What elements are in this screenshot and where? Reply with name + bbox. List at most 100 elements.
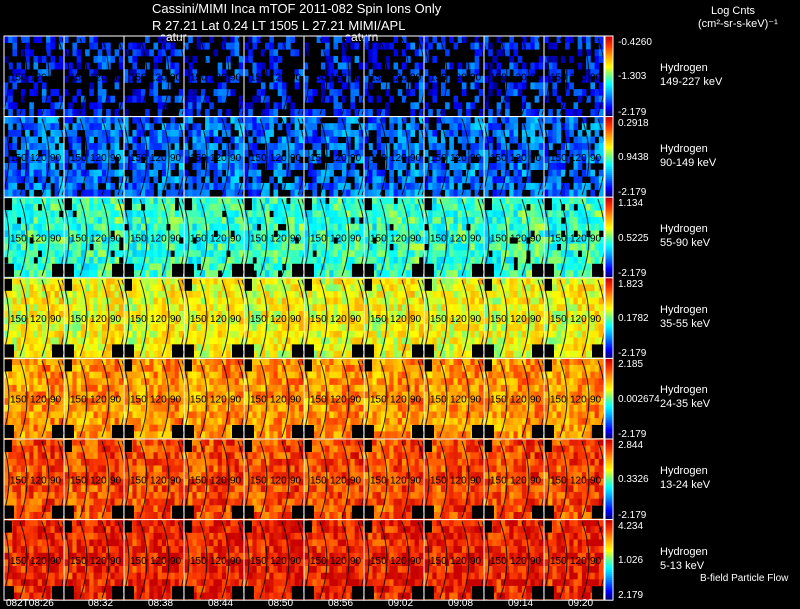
pixel: [174, 210, 180, 218]
pixel: [350, 163, 355, 170]
pixel: [132, 143, 137, 151]
pixel: [337, 62, 343, 70]
pixel: [548, 109, 553, 116]
pixel: [573, 197, 579, 205]
pixel: [145, 62, 150, 70]
pixel: [565, 203, 570, 211]
pixel: [294, 182, 300, 190]
pixel: [178, 89, 184, 97]
contour-label: 120: [450, 234, 467, 245]
pixel: [153, 143, 159, 151]
pixel: [72, 156, 77, 164]
pixel: [505, 270, 510, 278]
pixel: [213, 350, 219, 358]
pixel: [252, 69, 257, 77]
pixel: [457, 69, 463, 77]
pixel: [509, 36, 514, 43]
pixel: [58, 62, 64, 70]
pixel: [101, 62, 107, 70]
pixel: [393, 243, 399, 251]
pixel: [428, 182, 433, 190]
pixel: [428, 89, 433, 97]
pixel: [37, 324, 43, 332]
contour-label: 150: [190, 234, 207, 245]
pixel: [418, 169, 424, 177]
pixel: [16, 129, 22, 137]
pixel: [333, 189, 339, 197]
pixel: [556, 217, 562, 225]
pixel: [41, 82, 47, 90]
pixel: [598, 243, 604, 251]
pixel: [372, 182, 377, 190]
pixel: [492, 256, 497, 264]
pixel: [474, 49, 480, 57]
pixel: [577, 176, 583, 184]
pixel: [188, 217, 193, 225]
pixel: [196, 169, 202, 177]
colorbar-step: [605, 60, 613, 63]
pixel: [25, 243, 30, 251]
pixel: [286, 36, 291, 43]
pixel: [213, 277, 219, 285]
pixel: [376, 182, 382, 190]
pixel: [244, 69, 249, 77]
pixel: [4, 311, 9, 318]
pixel: [200, 42, 206, 50]
pixel: [329, 89, 334, 97]
pixel: [526, 182, 531, 190]
pixel: [418, 62, 424, 70]
pixel: [530, 243, 535, 251]
pixel: [358, 95, 364, 103]
pixel: [461, 69, 467, 77]
pixel: [118, 304, 124, 312]
pixel: [548, 136, 553, 144]
pixel: [80, 330, 86, 338]
pixel: [273, 291, 279, 299]
pixel: [569, 36, 574, 43]
pixel: [252, 169, 257, 177]
pixel: [590, 109, 595, 116]
pixel: [294, 136, 300, 144]
contour-label: 90: [170, 72, 182, 83]
pixel: [25, 176, 30, 184]
pixel: [445, 189, 450, 197]
pixel: [534, 42, 540, 50]
pixel: [196, 217, 202, 225]
pixel: [530, 256, 535, 264]
contour-label: 120: [150, 72, 167, 83]
pixel: [320, 169, 326, 177]
pixel: [372, 75, 377, 83]
pixel: [248, 169, 253, 177]
pixel: [16, 75, 22, 83]
pixel: [93, 143, 99, 151]
pixel: [89, 143, 94, 151]
pitch-contour: [19, 37, 28, 115]
pixel: [89, 223, 94, 231]
pixel: [213, 163, 219, 170]
pixel: [58, 143, 64, 151]
pixel: [526, 102, 531, 110]
pixel: [50, 36, 55, 43]
pixel: [50, 197, 55, 205]
pixel: [8, 210, 13, 218]
pixel: [217, 324, 223, 332]
pixel: [329, 243, 334, 251]
pixel: [294, 82, 300, 90]
pixel: [586, 36, 591, 43]
pixel: [513, 217, 519, 225]
pitch-contour: [417, 37, 426, 115]
contour-label: 90: [170, 153, 182, 164]
pixel: [41, 116, 47, 124]
pixel: [166, 270, 171, 278]
pixel: [153, 116, 159, 124]
pixel: [8, 95, 13, 103]
pixel: [161, 324, 167, 332]
pitch-contour: [581, 37, 590, 115]
pixel: [145, 197, 150, 205]
pixel: [453, 250, 459, 258]
pixel: [188, 62, 193, 70]
pixel: [530, 210, 535, 218]
pixel: [58, 330, 64, 338]
pixel: [192, 284, 197, 292]
pixel: [509, 270, 514, 278]
